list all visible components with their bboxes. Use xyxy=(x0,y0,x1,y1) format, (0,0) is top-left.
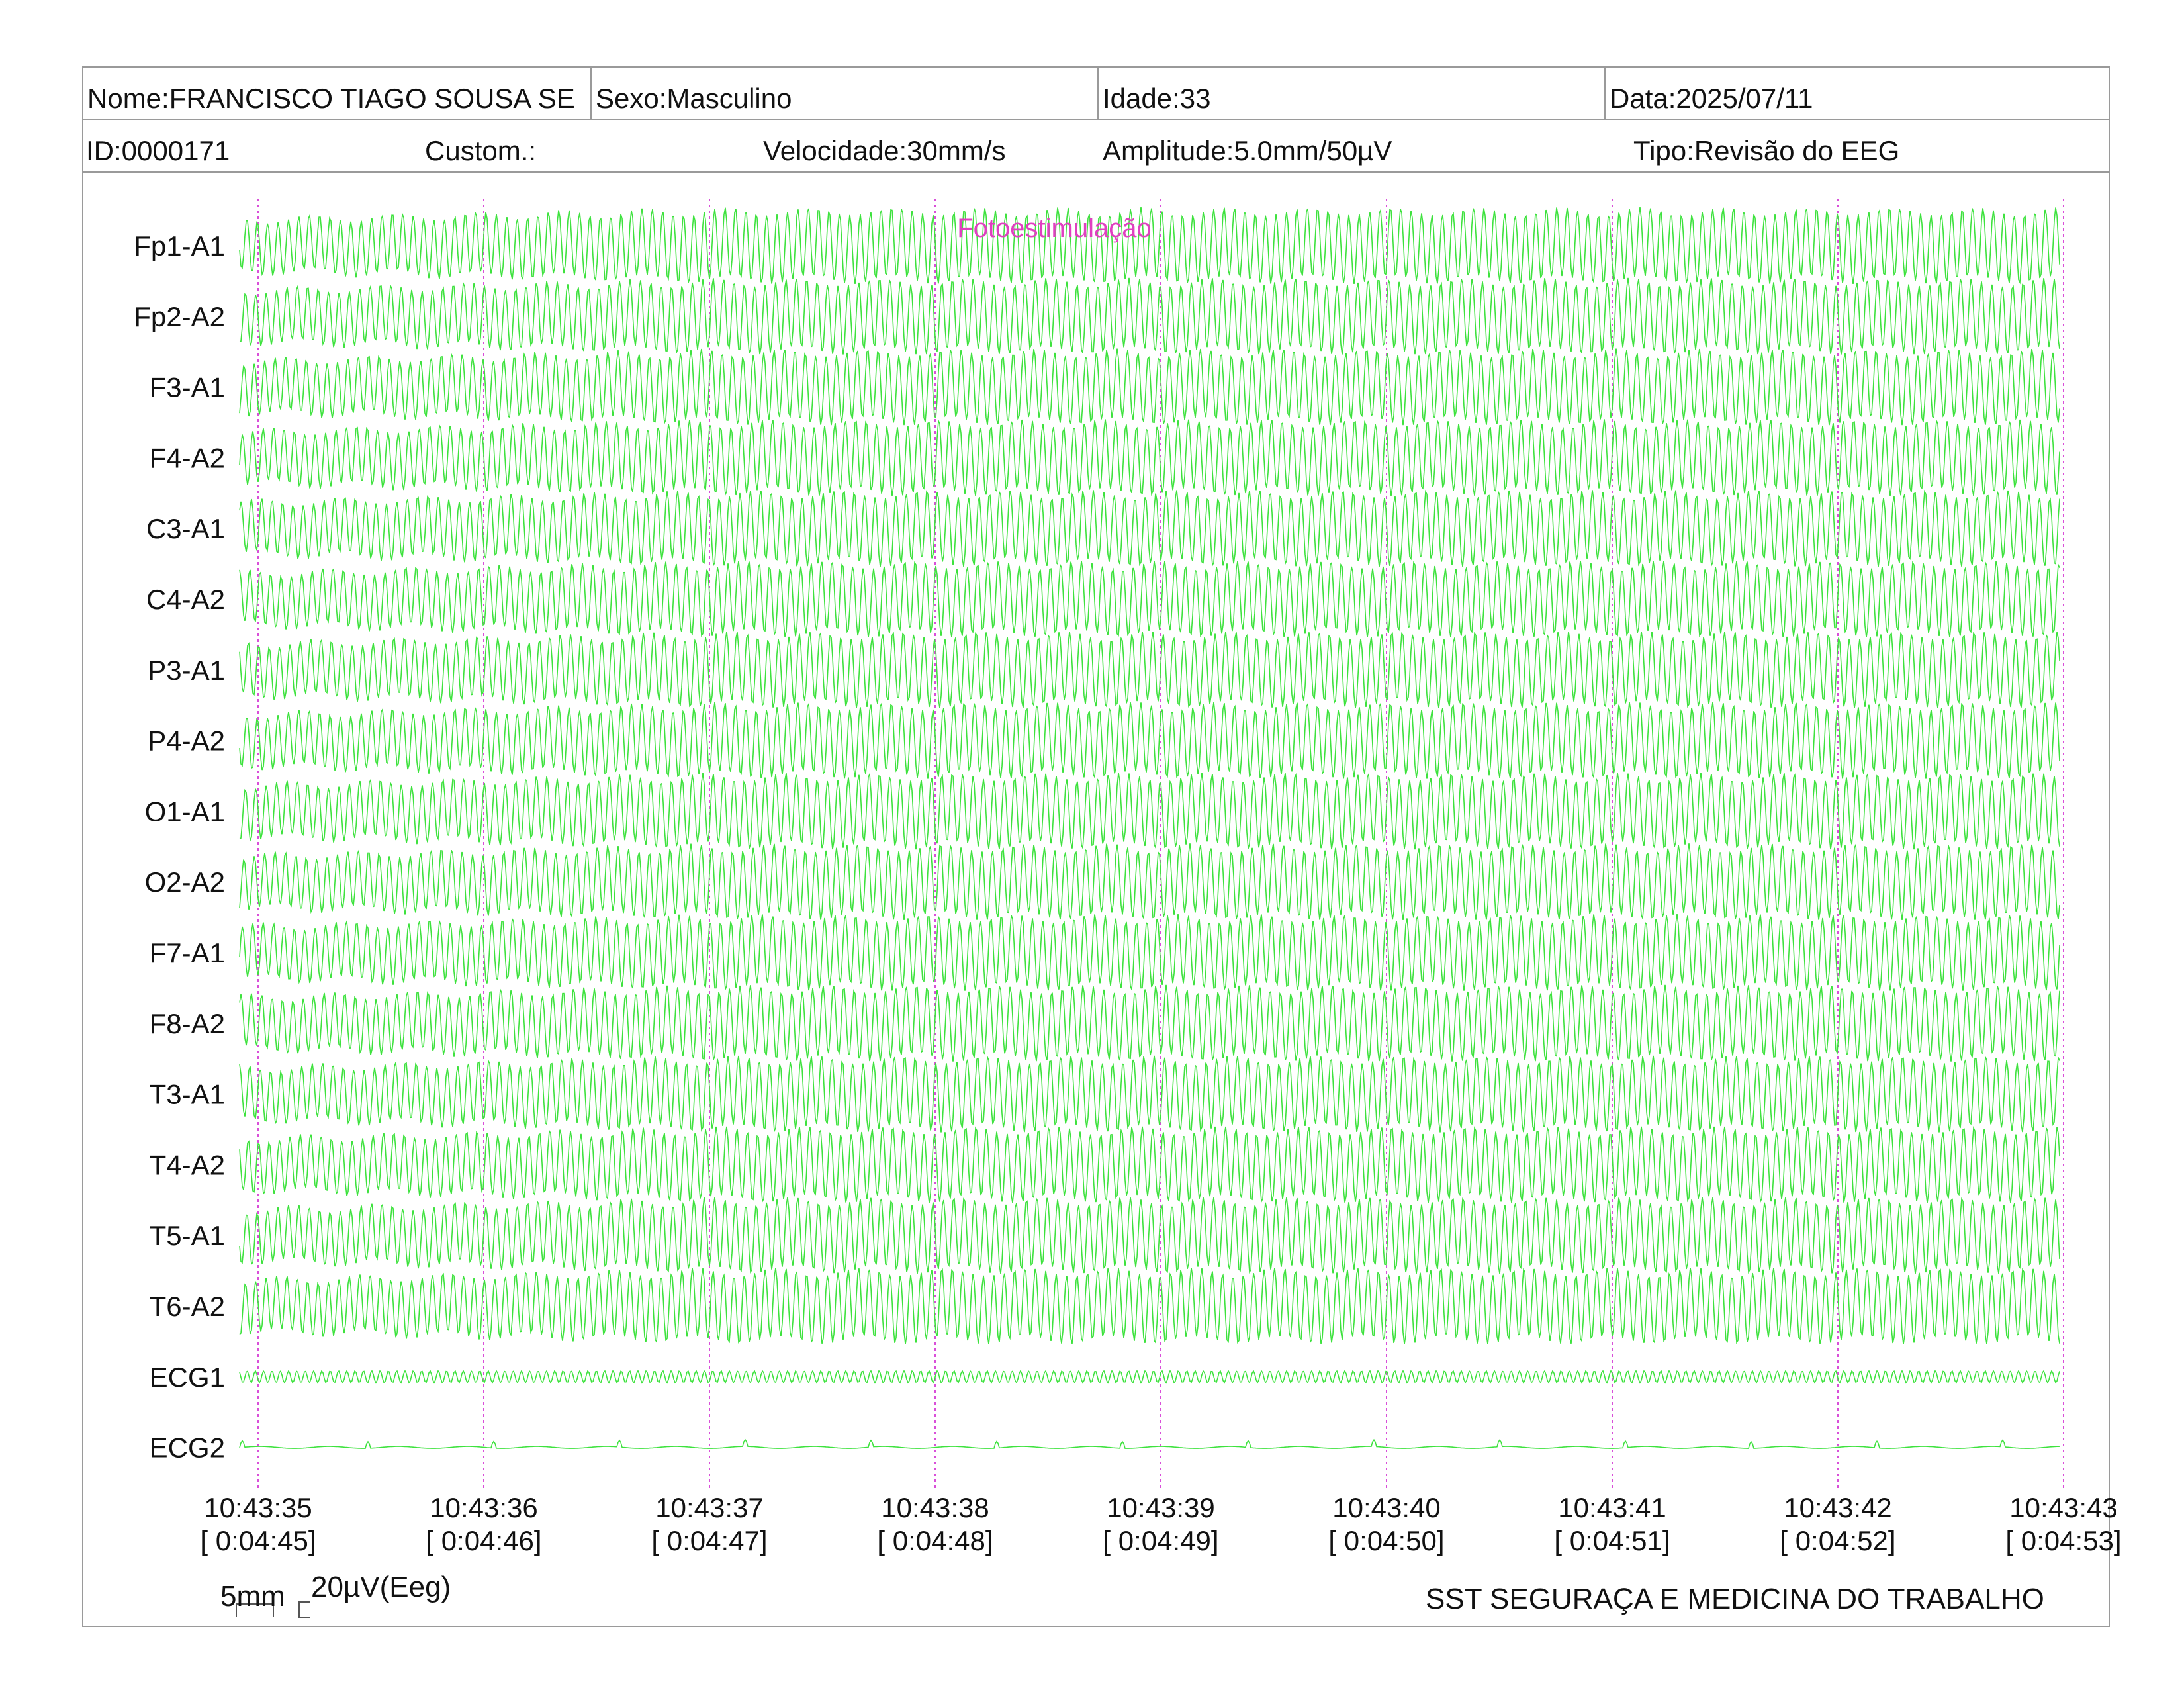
header-cell-divider xyxy=(1097,66,1099,119)
time-tick-elapsed: [ 0:04:52] xyxy=(1780,1525,1895,1556)
header-row-divider xyxy=(82,119,2110,120)
amplitude-scale-label: 20µV(Eeg) xyxy=(311,1571,451,1603)
time-tick-elapsed: [ 0:04:46] xyxy=(426,1525,541,1556)
time-tick-labels: 10:43:35[ 0:04:45] 10:43:36[ 0:04:46] 10:4… xyxy=(200,1492,2121,1556)
channel-label: T5-A1 xyxy=(150,1220,225,1251)
exam-type: Tipo:Revisão do EEG xyxy=(1633,135,1900,166)
time-tick-clock: 10:43:43 xyxy=(2009,1492,2118,1523)
channel-label: T4-A2 xyxy=(150,1149,225,1180)
channel-label: P3-A1 xyxy=(148,655,225,686)
amplitude-scale-bracket xyxy=(298,1601,310,1618)
time-tick-clock: 10:43:40 xyxy=(1332,1492,1441,1523)
channel-label: T6-A2 xyxy=(150,1291,225,1322)
patient-id: ID:0000171 xyxy=(86,135,230,166)
patient-sex: Sexo:Masculino xyxy=(596,83,792,114)
channel-label: O1-A1 xyxy=(145,796,225,827)
channel-trace-p4-a2 xyxy=(239,702,2060,779)
custom-field: Custom.: xyxy=(425,135,537,166)
channel-trace-f3-a1 xyxy=(239,348,2060,426)
channel-traces xyxy=(239,207,2060,1449)
channel-trace-c4-a2 xyxy=(239,561,2060,638)
time-tick-elapsed: [ 0:04:49] xyxy=(1103,1525,1218,1556)
exam-date: Data:2025/07/11 xyxy=(1610,83,1813,114)
header-bottom-divider xyxy=(82,171,2110,173)
channel-trace-c3-a1 xyxy=(239,489,2060,567)
channel-trace-f4-a2 xyxy=(239,418,2060,496)
channel-label: O2-A2 xyxy=(145,867,225,898)
organization-name: SST SEGURAÇA E MEDICINA DO TRABALHO xyxy=(1426,1583,2044,1615)
time-tick-elapsed: [ 0:04:51] xyxy=(1554,1525,1670,1556)
channel-trace-t4-a2 xyxy=(239,1125,2060,1204)
time-tick-elapsed: [ 0:04:53] xyxy=(2005,1525,2121,1556)
channel-label: ECG2 xyxy=(150,1432,225,1464)
time-tick-elapsed: [ 0:04:45] xyxy=(200,1525,316,1556)
time-tick-clock: 10:43:39 xyxy=(1107,1492,1215,1523)
time-tick-clock: 10:43:37 xyxy=(655,1492,764,1523)
report-frame xyxy=(82,66,2110,1627)
time-scale-label: 5mm xyxy=(220,1580,285,1613)
time-tick-clock: 10:43:36 xyxy=(430,1492,538,1523)
channel-label: F7-A1 xyxy=(150,937,225,968)
time-marker-lines xyxy=(257,199,2064,1489)
photostimulation-annotation: Fotoestimulação xyxy=(957,214,1151,243)
time-scale-bracket xyxy=(236,1603,274,1617)
channel-trace-f7-a1 xyxy=(239,914,2060,991)
patient-age: Idade:33 xyxy=(1103,83,1211,114)
channel-label: F8-A2 xyxy=(150,1008,225,1039)
channel-trace-f8-a2 xyxy=(239,984,2060,1062)
channel-trace-fp2-a2 xyxy=(239,277,2060,355)
amplitude-setting: Amplitude:5.0mm/50µV xyxy=(1103,135,1392,166)
channel-label: F4-A2 xyxy=(150,442,225,473)
channel-label: Fp1-A1 xyxy=(134,230,225,261)
patient-name: Nome:FRANCISCO TIAGO SOUSA SE xyxy=(87,83,575,114)
channel-trace-t5-a1 xyxy=(239,1197,2060,1274)
channel-trace-ecg1 xyxy=(239,1369,2060,1384)
channel-label: Fp2-A2 xyxy=(134,301,225,332)
time-tick-clock: 10:43:35 xyxy=(204,1492,312,1523)
channel-trace-t6-a2 xyxy=(239,1268,2060,1344)
paper-speed: Velocidade:30mm/s xyxy=(763,135,1006,166)
channel-trace-o2-a2 xyxy=(239,843,2060,921)
channel-label: F3-A1 xyxy=(150,372,225,403)
channel-trace-p3-a1 xyxy=(239,632,2060,708)
time-tick-elapsed: [ 0:04:50] xyxy=(1328,1525,1444,1556)
channel-trace-fp1-a1 xyxy=(239,207,2060,285)
channel-label: T3-A1 xyxy=(150,1079,225,1110)
channel-trace-o1-a1 xyxy=(239,772,2060,850)
channel-trace-t3-a1 xyxy=(239,1055,2060,1133)
channel-trace-ecg2 xyxy=(239,1438,2060,1449)
header-cell-divider xyxy=(590,66,592,119)
channel-label: ECG1 xyxy=(150,1362,225,1393)
channel-label: P4-A2 xyxy=(148,726,225,757)
header-cell-divider xyxy=(1604,66,1606,119)
time-tick-clock: 10:43:42 xyxy=(1784,1492,1892,1523)
channel-label: C4-A2 xyxy=(146,584,225,615)
time-tick-clock: 10:43:38 xyxy=(881,1492,989,1523)
time-tick-elapsed: [ 0:04:47] xyxy=(651,1525,767,1556)
channel-label: C3-A1 xyxy=(146,513,225,544)
time-tick-elapsed: [ 0:04:48] xyxy=(877,1525,993,1556)
time-tick-clock: 10:43:41 xyxy=(1558,1492,1666,1523)
channel-labels: Fp1-A1 Fp2-A2 F3-A1 F4-A2 C3-A1 C4-A2 P3-A1 P4-… xyxy=(134,230,225,1464)
